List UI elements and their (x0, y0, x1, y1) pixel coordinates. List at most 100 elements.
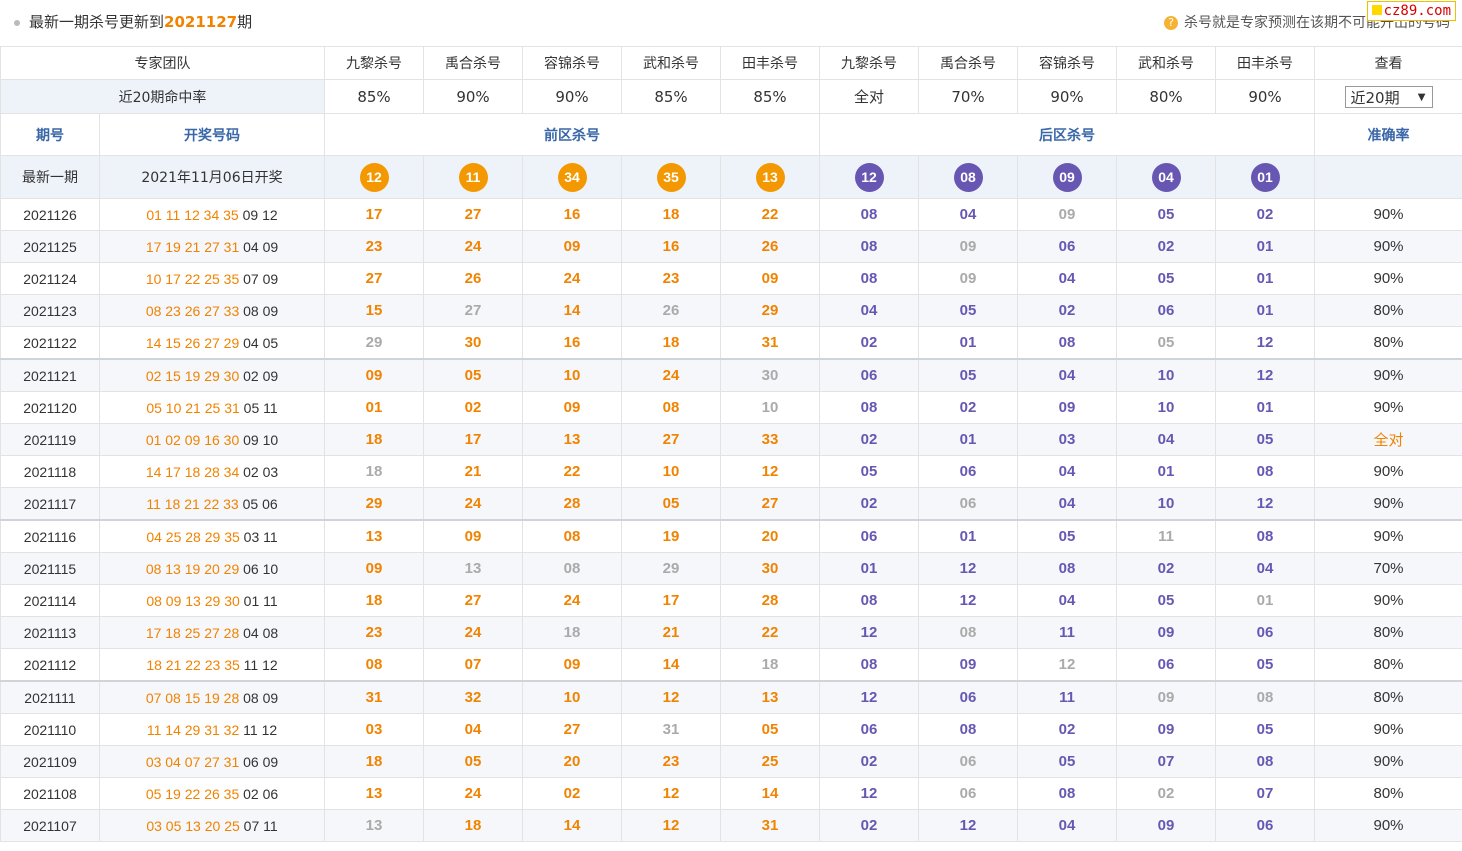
title-suffix: 期 (237, 13, 253, 31)
bullet-icon (14, 20, 20, 26)
back-kill-hit: 02 (1116, 230, 1216, 263)
back-kill-hit: 04 (1017, 455, 1117, 488)
table-row: 2021110 11 14 29 31 32 11 12 03 04 27 31 05 06 0… (0, 713, 1462, 746)
front-kill-hit: 31 (720, 326, 820, 360)
front-kill-hit: 26 (720, 230, 820, 263)
draw-front-numbers: 17 18 25 27 28 (145, 624, 240, 641)
issue-number: 2021115 (0, 552, 100, 585)
draw-numbers: 01 02 09 16 30 09 10 (99, 423, 325, 456)
draw-numbers: 11 14 29 31 32 11 12 (99, 713, 325, 746)
back-ball: 08 (953, 162, 983, 192)
front-kill-hit: 01 (324, 391, 424, 424)
draw-back-numbers: 03 11 (243, 528, 278, 545)
front-kill-hit: 09 (522, 230, 622, 263)
draw-back-numbers: 04 08 (243, 624, 279, 641)
latest-front-cell: 12 (324, 155, 424, 199)
front-kill-hit: 02 (522, 777, 622, 810)
accuracy-value: 90% (1314, 455, 1462, 488)
front-kill-hit: 13 (324, 777, 424, 810)
table-row: 2021120 05 10 21 25 31 05 11 01 02 09 08 10 08 0… (0, 391, 1462, 424)
issue-number: 2021120 (0, 391, 100, 424)
issue-number: 2021109 (0, 745, 100, 778)
draw-back-numbers: 07 11 (243, 817, 278, 834)
back-kill-hit: 12 (918, 584, 1018, 617)
back-kill-hit: 01 (819, 552, 919, 585)
draw-numbers: 03 04 07 27 31 06 09 (99, 745, 325, 778)
back-kill-hit: 04 (1017, 584, 1117, 617)
accuracy-value: 90% (1314, 745, 1462, 778)
draw-numbers: 08 13 19 20 29 06 10 (99, 552, 325, 585)
front-kill-hit: 07 (423, 648, 523, 682)
back-kill-hit: 06 (819, 358, 919, 392)
title-issue: 2021127 (164, 13, 238, 31)
draw-numbers: 05 19 22 26 35 02 06 (99, 777, 325, 810)
issue-number: 2021113 (0, 616, 100, 649)
front-kill-hit: 09 (522, 648, 622, 682)
back-kill-hit: 01 (1116, 455, 1216, 488)
front-kill-hit: 05 (720, 713, 820, 746)
draw-numbers: 11 18 21 22 33 05 06 (99, 487, 325, 521)
back-kill-missed: 09 (918, 262, 1018, 295)
back-kill-hit: 11 (1017, 616, 1117, 649)
front-kill-hit: 21 (621, 616, 721, 649)
front-kill-hit: 22 (720, 616, 820, 649)
front-kill-hit: 29 (720, 294, 820, 327)
col-draw: 开奖号码 (99, 113, 325, 156)
front-kill-missed: 26 (621, 294, 721, 327)
site-watermark: cz89.com (1366, 1, 1456, 21)
back-kill-hit: 10 (1116, 358, 1216, 392)
latest-back-cell: 12 (819, 155, 919, 199)
back-kill-hit: 05 (1215, 423, 1315, 456)
front-kill-hit: 13 (522, 423, 622, 456)
back-kill-hit: 02 (819, 745, 919, 778)
back-kill-hit: 04 (1017, 262, 1117, 295)
accuracy-value: 80% (1314, 777, 1462, 810)
draw-back-numbers: 02 03 (243, 463, 279, 480)
hit-rate-row: 近20期命中率 85% 90% 90% 85% 85% 全对 70% 90% 8… (0, 79, 1462, 114)
back-ball: 04 (1151, 162, 1181, 192)
back-kill-hit: 09 (1017, 391, 1117, 424)
back-kill-hit: 12 (918, 809, 1018, 842)
accuracy-value: 70% (1314, 552, 1462, 585)
latest-front-cell: 35 (621, 155, 721, 199)
back-kill-hit: 01 (1215, 294, 1315, 327)
front-kill-missed: 08 (522, 552, 622, 585)
front-kill-missed: 29 (324, 326, 424, 360)
front-kill-hit: 20 (720, 519, 820, 553)
hit-rate-value: 90% (423, 79, 523, 114)
front-kill-missed: 13 (324, 809, 424, 842)
front-kill-missed: 10 (720, 391, 820, 424)
front-ball: 35 (656, 162, 686, 192)
back-kill-hit: 01 (918, 326, 1018, 360)
table-row: 2021123 08 23 26 27 33 08 09 15 27 14 26 29 04 0… (0, 294, 1462, 327)
question-icon[interactable]: ? (1164, 16, 1178, 30)
back-kill-hit: 08 (1215, 455, 1315, 488)
front-kill-hit: 29 (324, 487, 424, 521)
draw-numbers: 02 15 19 29 30 02 09 (99, 358, 325, 392)
issue-number: 2021119 (0, 423, 100, 456)
draw-front-numbers: 14 15 26 27 29 (145, 334, 240, 351)
front-kill-hit: 08 (324, 648, 424, 682)
back-kill-hit: 06 (1116, 294, 1216, 327)
expert-front-2: 禹合杀号 (423, 46, 523, 80)
front-kill-hit: 15 (324, 294, 424, 327)
draw-front-numbers: 05 19 22 26 35 (145, 785, 240, 802)
table-row: 2021119 01 02 09 16 30 09 10 18 17 13 27 33 02 0… (0, 423, 1462, 456)
front-ball: 12 (359, 162, 389, 192)
draw-back-numbers: 09 12 (242, 206, 278, 223)
back-kill-hit: 01 (1215, 262, 1315, 295)
period-select[interactable]: 近20期 ▼ (1344, 85, 1433, 108)
draw-front-numbers: 08 13 19 20 29 (145, 560, 240, 577)
accuracy-value: 90% (1314, 262, 1462, 295)
draw-numbers: 07 08 15 19 28 08 09 (99, 680, 325, 714)
back-kill-hit: 01 (918, 423, 1018, 456)
back-kill-hit: 06 (1116, 648, 1216, 682)
front-kill-hit: 16 (522, 198, 622, 231)
period-select-cell: 近20期 ▼ (1314, 79, 1462, 114)
kill-number-table: 专家团队 九黎杀号 禹合杀号 容锦杀号 武和杀号 田丰杀号 九黎杀号 禹合杀号 … (0, 46, 1462, 842)
draw-front-numbers: 11 14 29 31 32 (146, 721, 240, 738)
draw-back-numbers: 07 09 (243, 270, 279, 287)
back-kill-hit: 10 (1116, 391, 1216, 424)
expert-team-label: 专家团队 (0, 46, 325, 80)
back-kill-hit: 01 (1215, 230, 1315, 263)
